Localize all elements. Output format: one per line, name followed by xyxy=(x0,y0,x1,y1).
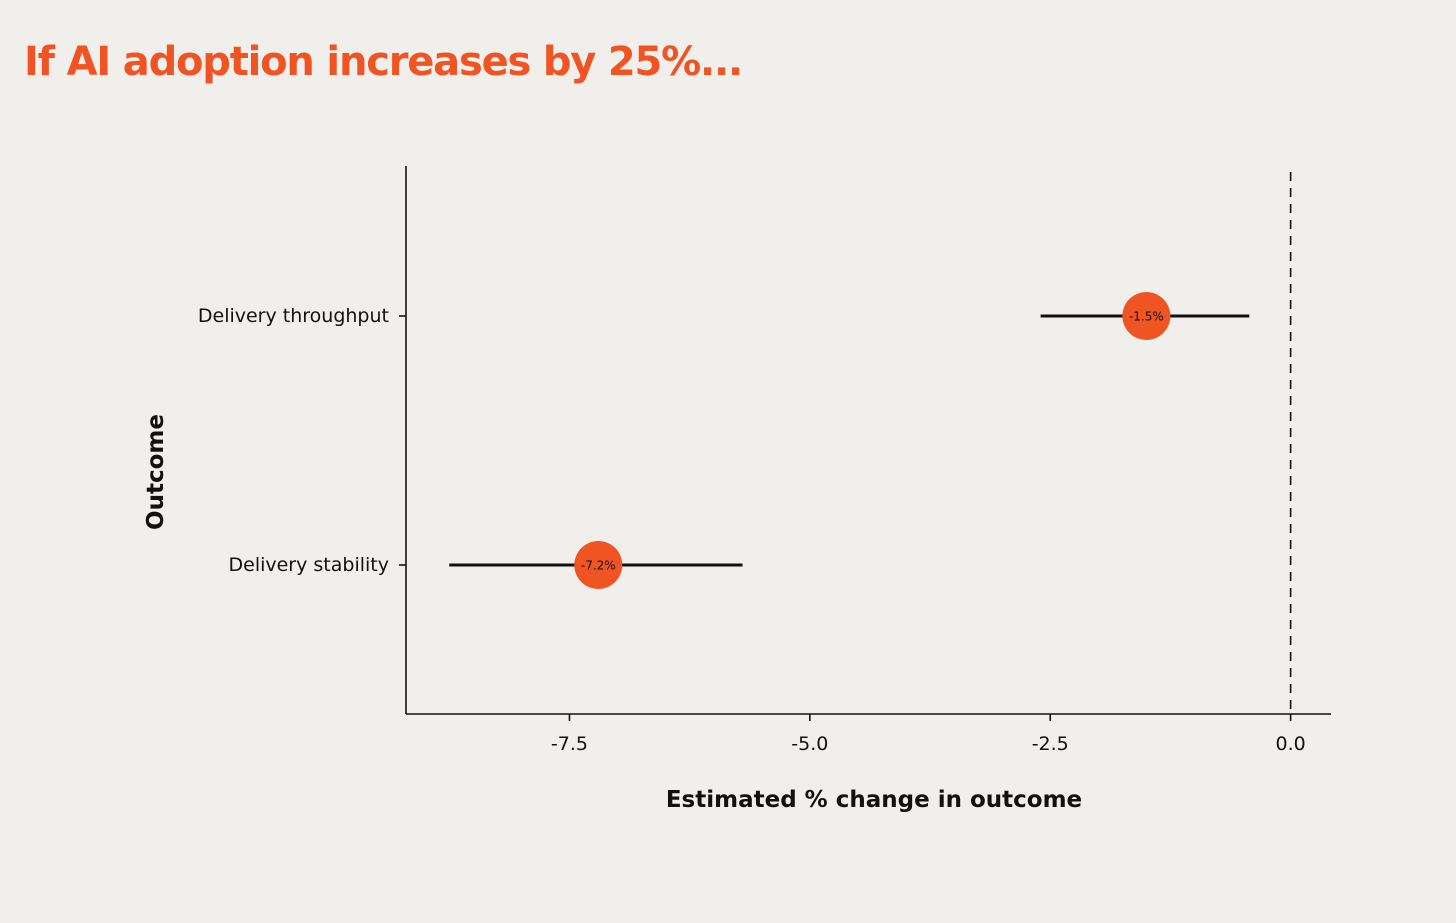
point-estimates-group: -1.5% -7.2% xyxy=(574,292,1171,589)
x-axis-title: Estimated % change in outcome xyxy=(666,787,1082,813)
x-tick-label: -7.5 xyxy=(551,733,588,755)
x-tick-label: -5.0 xyxy=(791,733,828,755)
point-estimate-label: -7.2% xyxy=(581,559,616,573)
point-estimate-marker xyxy=(1122,292,1171,340)
x-tick-label: 0.0 xyxy=(1276,733,1306,755)
y-axis-title: Outcome xyxy=(143,414,169,530)
page-title: If AI adoption increases by 25%... xyxy=(24,39,743,85)
y-ticks-group: Delivery throughput Delivery stability xyxy=(198,305,406,576)
point-estimate-label: -1.5% xyxy=(1129,310,1164,324)
chart-axes xyxy=(405,166,1331,715)
confidence-intervals-group xyxy=(449,314,1250,567)
x-tick-label: -2.5 xyxy=(1032,733,1069,755)
x-ticks-group: -7.5 -5.0 -2.5 0.0 xyxy=(551,714,1306,755)
point-estimate-marker xyxy=(574,541,623,589)
y-tick-label: Delivery stability xyxy=(229,554,390,576)
y-tick-label: Delivery throughput xyxy=(198,305,389,327)
